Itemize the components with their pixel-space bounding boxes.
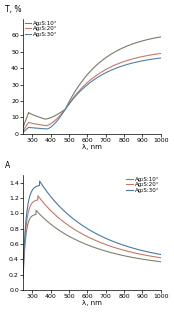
Line: Ag₂S:10°: Ag₂S:10° [23, 210, 161, 278]
Ag₂S:10° [160, 260, 162, 264]
Ag₂S:10° [117, 252, 119, 256]
Ag₂S:30° [39, 179, 41, 183]
Ag₂S:10° [35, 208, 37, 212]
Ag₂S:10° [36, 210, 38, 213]
Ag₂S:10° [78, 239, 80, 243]
Line: Ag₂S:30°: Ag₂S:30° [23, 181, 161, 271]
Line: Ag₂S:20°: Ag₂S:20° [23, 196, 161, 275]
Ag₂S:30° [36, 126, 38, 130]
Ag₂S:30° [160, 56, 162, 60]
Line: Ag₂S:10°: Ag₂S:10° [23, 37, 161, 127]
Ag₂S:30° [83, 225, 85, 228]
Ag₂S:20° [36, 122, 38, 126]
Ag₂S:30° [83, 86, 85, 90]
Ag₂S:30° [132, 61, 134, 65]
Ag₂S:10° [129, 43, 131, 46]
Ag₂S:30° [78, 221, 80, 225]
Ag₂S:20° [129, 250, 132, 254]
Ag₂S:30° [132, 246, 134, 250]
Ag₂S:20° [78, 89, 80, 93]
Line: Ag₂S:30°: Ag₂S:30° [23, 58, 161, 132]
Ag₂S:20° [22, 129, 24, 133]
Ag₂S:20° [37, 194, 39, 197]
X-axis label: λ, nm: λ, nm [82, 144, 102, 150]
Ag₂S:30° [117, 241, 119, 245]
Ag₂S:20° [132, 57, 134, 61]
Legend: Ag₂S:10°, Ag₂S:20°, Ag₂S:30°: Ag₂S:10°, Ag₂S:20°, Ag₂S:30° [126, 176, 160, 194]
Ag₂S:10° [83, 241, 85, 245]
Ag₂S:30° [117, 66, 119, 70]
Ag₂S:20° [78, 230, 80, 234]
X-axis label: λ, nm: λ, nm [82, 300, 102, 306]
Ag₂S:30° [22, 130, 24, 134]
Ag₂S:10° [36, 115, 38, 118]
Text: A: A [5, 161, 10, 170]
Ag₂S:10° [132, 256, 134, 259]
Ag₂S:30° [78, 91, 80, 95]
Ag₂S:10° [83, 77, 85, 81]
Ag₂S:30° [160, 253, 162, 256]
Text: T, %: T, % [5, 5, 22, 14]
Ag₂S:10° [22, 276, 24, 280]
Ag₂S:20° [83, 233, 85, 237]
Ag₂S:30° [129, 246, 132, 249]
Ag₂S:20° [22, 273, 24, 276]
Line: Ag₂S:20°: Ag₂S:20° [23, 53, 161, 131]
Ag₂S:30° [129, 62, 131, 66]
Ag₂S:20° [36, 198, 38, 202]
Legend: Ag₂S:10°, Ag₂S:20°, Ag₂S:30°: Ag₂S:10°, Ag₂S:20°, Ag₂S:30° [24, 20, 58, 38]
Ag₂S:20° [160, 51, 162, 55]
Ag₂S:10° [78, 84, 80, 88]
Ag₂S:20° [117, 247, 119, 251]
Ag₂S:30° [22, 269, 24, 273]
Ag₂S:10° [132, 42, 134, 46]
Ag₂S:10° [160, 35, 162, 39]
Ag₂S:10° [22, 125, 24, 129]
Ag₂S:20° [117, 62, 119, 66]
Ag₂S:10° [117, 49, 119, 52]
Ag₂S:20° [132, 251, 134, 255]
Ag₂S:20° [160, 256, 162, 260]
Ag₂S:20° [129, 58, 131, 61]
Ag₂S:30° [36, 184, 38, 188]
Ag₂S:20° [83, 84, 85, 88]
Ag₂S:10° [129, 255, 132, 259]
